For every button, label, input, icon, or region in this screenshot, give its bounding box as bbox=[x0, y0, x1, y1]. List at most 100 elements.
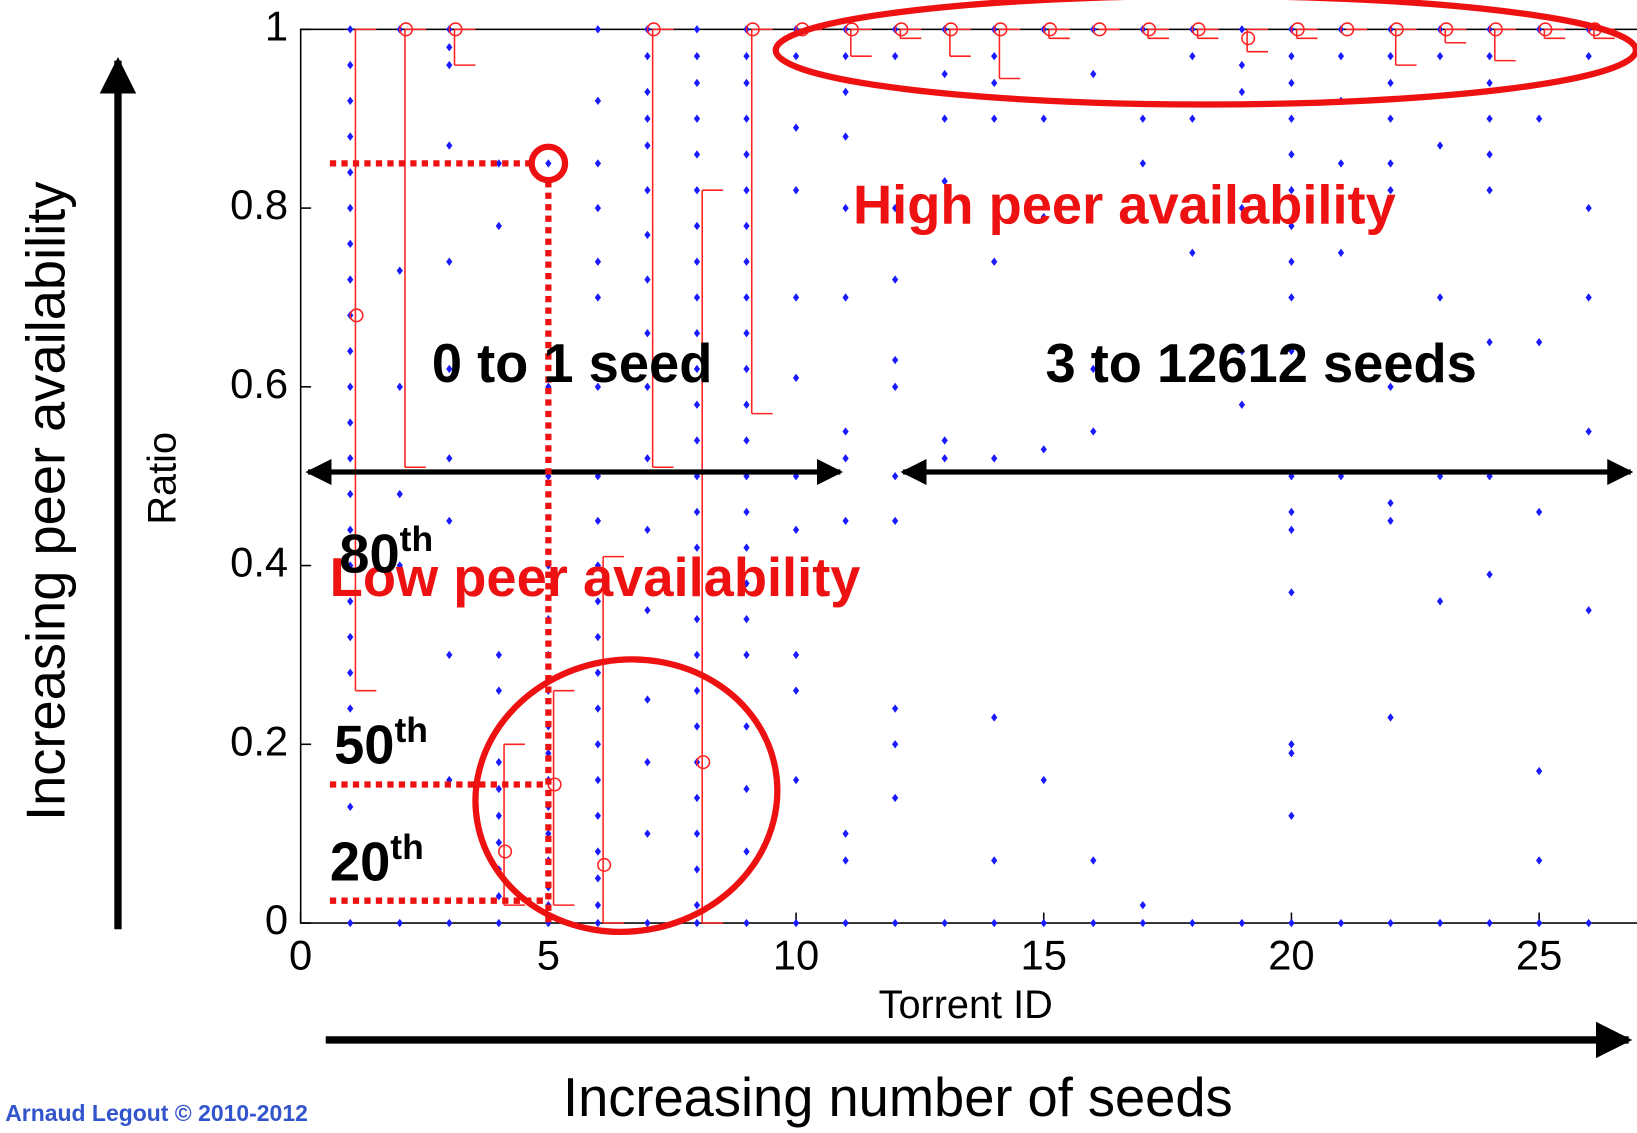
dot bbox=[396, 561, 403, 570]
dot bbox=[743, 221, 750, 231]
dot bbox=[693, 722, 701, 731]
percentile-number: 80 bbox=[339, 524, 399, 585]
annotation: Low peer availability bbox=[330, 547, 861, 608]
dot bbox=[891, 275, 899, 284]
dot bbox=[644, 114, 651, 123]
dot bbox=[792, 293, 800, 302]
dot bbox=[1387, 114, 1394, 123]
dot bbox=[396, 266, 403, 275]
dot bbox=[545, 159, 552, 168]
dot bbox=[594, 203, 602, 213]
dot bbox=[991, 51, 998, 61]
dot bbox=[941, 436, 948, 445]
median-marker bbox=[349, 308, 364, 323]
annotation: 3 to 12612 seeds bbox=[1045, 333, 1476, 394]
percentile-label: 50th bbox=[334, 710, 428, 776]
dot bbox=[842, 454, 849, 463]
dot bbox=[743, 847, 750, 856]
median-marker bbox=[498, 844, 513, 859]
annotations bbox=[99, 0, 1637, 1059]
dot bbox=[693, 114, 701, 123]
dot bbox=[1535, 507, 1543, 517]
dot bbox=[594, 159, 602, 168]
y-tick-label: 0.2 bbox=[230, 717, 288, 764]
dot bbox=[1288, 114, 1295, 123]
dot bbox=[1238, 60, 1246, 70]
dot bbox=[1288, 811, 1295, 820]
dot bbox=[594, 704, 602, 713]
dot bbox=[1288, 150, 1295, 159]
dot bbox=[792, 686, 800, 695]
median-marker bbox=[1042, 22, 1058, 37]
dot bbox=[347, 60, 354, 70]
dot bbox=[495, 757, 502, 767]
dot bbox=[1486, 918, 1493, 928]
median-marker bbox=[1241, 31, 1256, 46]
dot bbox=[1436, 918, 1444, 928]
dot bbox=[891, 472, 899, 481]
dot bbox=[1585, 51, 1592, 61]
dot bbox=[347, 203, 354, 213]
x-tick-label: 5 bbox=[537, 932, 560, 979]
median-marker bbox=[1538, 22, 1553, 37]
median-marker bbox=[1340, 22, 1355, 37]
dot bbox=[644, 606, 651, 615]
dot bbox=[1535, 114, 1543, 123]
dot bbox=[1139, 159, 1146, 168]
dot bbox=[743, 186, 750, 195]
dot bbox=[1288, 525, 1295, 534]
dot bbox=[1040, 918, 1047, 928]
dot bbox=[1288, 293, 1295, 302]
y-tick-label: 1 bbox=[265, 2, 288, 49]
dot bbox=[1486, 51, 1493, 61]
dot bbox=[891, 382, 899, 392]
dot bbox=[1238, 203, 1246, 213]
y-axis-label: Ratio bbox=[140, 432, 184, 525]
dot bbox=[1337, 51, 1345, 61]
dot bbox=[743, 257, 750, 266]
dot bbox=[594, 668, 602, 677]
dot bbox=[1288, 588, 1295, 597]
dot bbox=[891, 740, 899, 749]
plot-frame bbox=[299, 28, 1637, 924]
dot bbox=[1387, 713, 1394, 722]
dot bbox=[991, 856, 998, 865]
dot bbox=[644, 757, 651, 767]
dot bbox=[495, 686, 502, 695]
dot bbox=[1387, 78, 1394, 88]
dot bbox=[347, 96, 354, 106]
dot bbox=[1238, 87, 1246, 97]
dot bbox=[1139, 114, 1146, 123]
dot bbox=[891, 51, 899, 61]
dot bbox=[743, 579, 750, 588]
dot bbox=[644, 230, 651, 240]
median-marker bbox=[1142, 22, 1157, 37]
dot bbox=[743, 650, 750, 660]
dot bbox=[1436, 597, 1444, 606]
percentile-suffix: th bbox=[390, 827, 423, 867]
dot bbox=[594, 775, 602, 785]
dot bbox=[1288, 51, 1295, 61]
dot bbox=[792, 525, 800, 534]
dot bbox=[991, 713, 998, 722]
median-marker bbox=[1439, 22, 1454, 37]
dot bbox=[347, 25, 354, 34]
dot bbox=[743, 722, 750, 731]
dot bbox=[842, 856, 849, 865]
median-marker bbox=[993, 22, 1008, 37]
dot bbox=[396, 918, 403, 928]
dot bbox=[347, 239, 354, 249]
dot bbox=[1189, 51, 1196, 61]
dot bbox=[446, 650, 453, 660]
dot bbox=[594, 293, 602, 302]
dot bbox=[347, 668, 354, 677]
dot bbox=[1585, 606, 1592, 615]
dot bbox=[495, 918, 502, 928]
dot bbox=[1238, 918, 1246, 928]
dot bbox=[891, 793, 899, 803]
dot bbox=[495, 892, 502, 901]
dot bbox=[693, 221, 701, 231]
dot bbox=[842, 51, 849, 61]
y-arrow-label: Increasing peer availability bbox=[15, 181, 76, 821]
dot bbox=[446, 60, 453, 70]
